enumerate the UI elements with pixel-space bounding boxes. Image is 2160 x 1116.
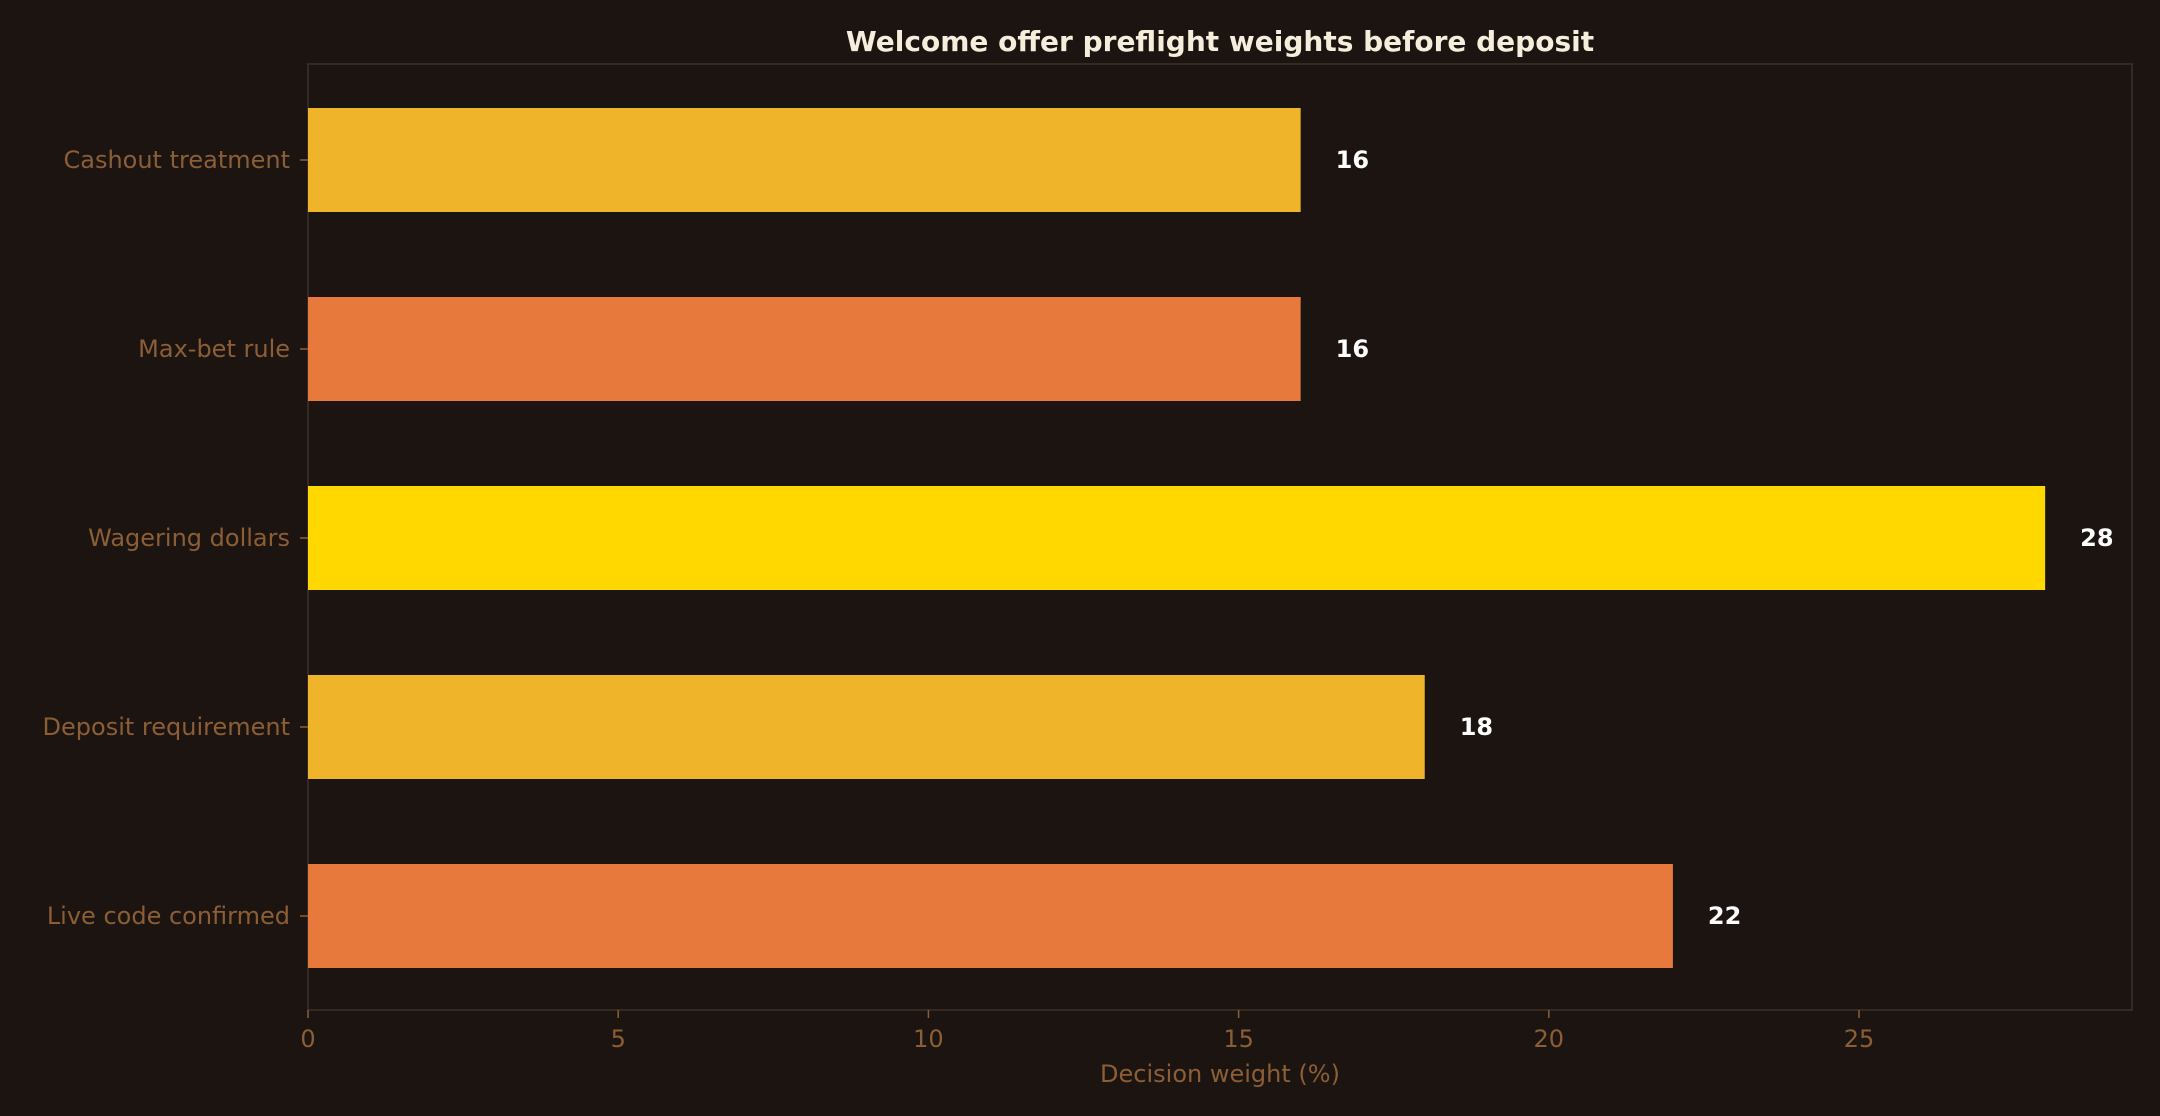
bar	[308, 675, 1425, 779]
bar-value-label: 16	[1336, 146, 1369, 174]
bar	[308, 108, 1301, 212]
x-axis-ticks: 0 5 10 15 20 25	[300, 1010, 1874, 1053]
y-axis-categories: Cashout treatment Max-bet rule Wagering do…	[43, 146, 308, 930]
x-tick-label: 20	[1534, 1025, 1565, 1053]
x-tick-label: 15	[1223, 1025, 1254, 1053]
x-tick-label: 0	[300, 1025, 315, 1053]
x-axis-label: Decision weight (%)	[1100, 1060, 1340, 1088]
bar-value-label: 28	[2080, 524, 2113, 552]
category-label: Max-bet rule	[138, 335, 290, 363]
bar	[308, 486, 2046, 590]
bar-value-label: 22	[1708, 902, 1741, 930]
x-tick-label: 10	[913, 1025, 944, 1053]
x-tick-label: 25	[1844, 1025, 1875, 1053]
chart-title: Welcome offer preflight weights before d…	[846, 25, 1594, 58]
bar-value-label: 18	[1460, 713, 1493, 741]
category-label: Live code confirmed	[47, 902, 290, 930]
bar-value-label: 16	[1336, 335, 1369, 363]
x-tick-label: 5	[611, 1025, 626, 1053]
bar	[308, 864, 1673, 968]
category-label: Deposit requirement	[43, 713, 290, 741]
bar	[308, 297, 1301, 401]
category-label: Cashout treatment	[63, 146, 290, 174]
bars-group: 16 16 28 18 22	[308, 108, 2114, 968]
category-label: Wagering dollars	[88, 524, 290, 552]
